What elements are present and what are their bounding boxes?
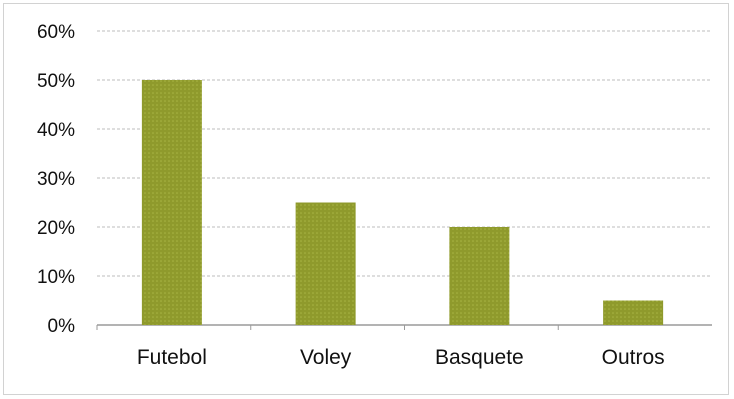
x-tick-label: Voley bbox=[300, 346, 352, 369]
bar-futebol bbox=[141, 80, 202, 325]
y-tick-label: 40% bbox=[37, 120, 75, 141]
bars bbox=[141, 80, 664, 325]
y-tick-label: 20% bbox=[37, 218, 75, 239]
bar-basquete bbox=[449, 227, 510, 325]
x-tick-label: Futebol bbox=[137, 346, 207, 369]
y-axis-ticks: 0% 10% 20% 30% 40% 50% 60% bbox=[37, 22, 75, 337]
x-tick-label: Basquete bbox=[435, 346, 524, 369]
chart-frame bbox=[3, 3, 729, 395]
bar-outros bbox=[603, 300, 664, 325]
y-tick-label: 60% bbox=[37, 22, 75, 43]
y-tick-label: 10% bbox=[37, 267, 75, 288]
y-tick-label: 50% bbox=[37, 71, 75, 92]
y-tick-label: 30% bbox=[37, 169, 75, 190]
x-axis-labels: Futebol Voley Basquete Outros bbox=[137, 346, 665, 369]
bar-voley bbox=[295, 202, 356, 325]
x-tick-label: Outros bbox=[602, 346, 665, 369]
y-tick-label: 0% bbox=[48, 316, 76, 337]
